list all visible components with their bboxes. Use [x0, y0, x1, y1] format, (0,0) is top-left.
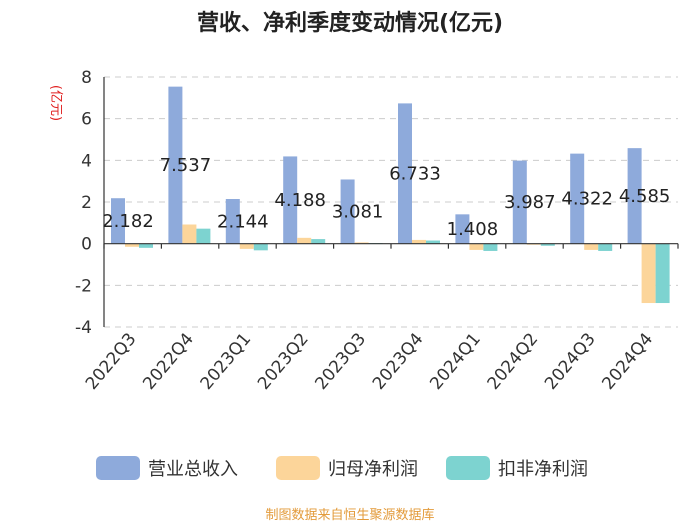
x-tick-label: 2024Q3: [541, 329, 600, 394]
bar-1: [455, 214, 470, 244]
bar-1: [570, 153, 585, 244]
bar-1: [225, 199, 240, 244]
chart-title: 营收、净利季度变动情况(亿元): [197, 10, 503, 36]
x-tick-label: 2023Q2: [254, 329, 313, 394]
bar-3: [426, 240, 440, 244]
y-tick-label: 6: [81, 110, 92, 130]
x-tick-label: 2023Q1: [197, 329, 256, 394]
axes: 86420-2-42022Q32022Q42023Q12023Q22023Q32…: [75, 68, 679, 394]
y-axis-label: (亿元): [48, 85, 63, 121]
bar-1: [398, 103, 412, 244]
legend-label: 扣非净利润: [498, 459, 588, 480]
bar-1: [627, 148, 642, 244]
x-tick-label: 2023Q4: [369, 329, 428, 394]
bar-2: [125, 243, 139, 247]
data-source: 制图数据来自恒生聚源数据库: [265, 507, 434, 523]
bar-2: [297, 237, 312, 244]
bar-3: [540, 243, 555, 246]
bar-2: [584, 243, 599, 250]
bar-3: [483, 243, 498, 251]
legend: 营业总收入 归母净利润 扣非净利润: [96, 456, 588, 480]
bar-3: [311, 239, 326, 244]
data-label: 4.585: [619, 186, 671, 207]
x-tick-label: 2024Q2: [484, 329, 543, 394]
bar-3: [598, 243, 613, 251]
data-label: 6.733: [389, 164, 441, 185]
legend-swatch: [96, 456, 140, 480]
bar-3: [139, 243, 153, 248]
bar-3: [196, 228, 211, 244]
y-tick-label: 0: [81, 235, 92, 255]
x-tick-label: 2023Q3: [311, 329, 370, 394]
data-label: 2.182: [102, 211, 154, 232]
y-tick-label: -2: [75, 276, 92, 296]
bar-2: [469, 243, 484, 250]
legend-label: 营业总收入: [148, 459, 238, 480]
data-label: 2.144: [217, 211, 269, 232]
y-tick-label: 8: [81, 68, 92, 88]
y-tick-label: 2: [81, 193, 92, 213]
x-tick-label: 2022Q4: [139, 329, 198, 394]
bar-1: [512, 160, 527, 244]
x-tick-label: 2022Q3: [82, 329, 141, 394]
bar-2: [641, 243, 656, 304]
legend-label: 归母净利润: [328, 459, 418, 480]
data-label: 1.408: [447, 219, 499, 240]
legend-swatch: [276, 456, 320, 480]
y-tick-label: -4: [75, 318, 92, 338]
bar-3: [253, 243, 268, 251]
data-label: 3.081: [332, 202, 384, 223]
bar-2: [412, 239, 426, 244]
bars: [111, 86, 670, 304]
data-label: 4.188: [274, 190, 326, 211]
data-label: 7.537: [160, 155, 212, 176]
bar-3: [655, 243, 670, 304]
bar-2: [182, 224, 197, 244]
x-tick-label: 2024Q4: [598, 329, 657, 394]
y-tick-label: 4: [81, 151, 92, 171]
bar-2: [354, 242, 369, 244]
bar-1: [283, 156, 298, 244]
bar-2: [239, 243, 254, 249]
bar-1: [340, 179, 355, 244]
legend-swatch: [446, 456, 490, 480]
bar-1: [111, 198, 125, 244]
data-label: 3.987: [504, 192, 556, 213]
x-tick-label: 2024Q1: [426, 329, 485, 394]
data-label: 4.322: [561, 189, 613, 210]
bar-1: [168, 86, 183, 244]
